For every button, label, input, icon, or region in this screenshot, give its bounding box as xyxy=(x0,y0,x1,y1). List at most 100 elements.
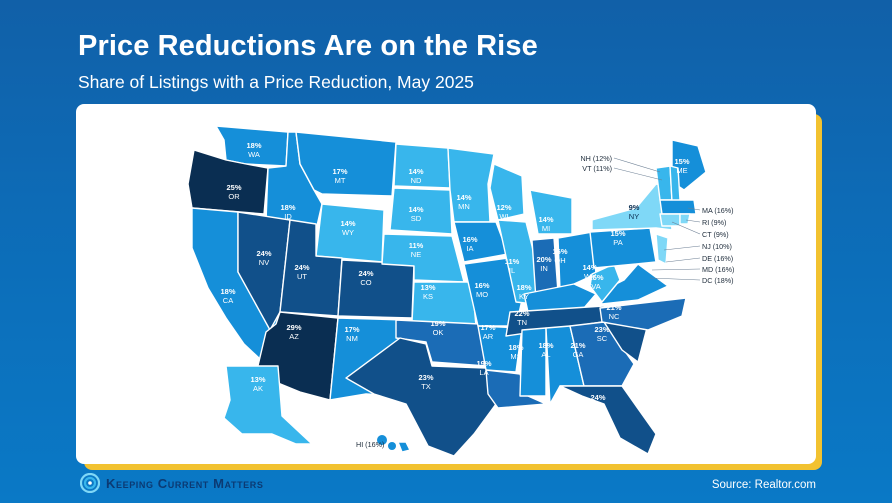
state-value-label-oh: 16% xyxy=(552,247,567,256)
state-ne xyxy=(381,233,465,283)
state-hi-island xyxy=(377,435,387,445)
state-value-label-mt: 17% xyxy=(332,167,347,176)
state-nj xyxy=(655,233,669,265)
state-hi xyxy=(397,441,411,453)
state-ga xyxy=(569,321,635,387)
state-value-label-ga: 21% xyxy=(570,341,585,350)
state-value-label-az: 29% xyxy=(286,323,301,332)
map-card: 18% WA 25% OR 18% CA 18% ID 24% NV 17% MT 14% WY 24% UT… xyxy=(76,104,816,464)
state-value-label-mi: 14% xyxy=(538,215,553,224)
state-value-label-ok: 19% xyxy=(430,319,445,328)
callout-label-ma: MA (16%) xyxy=(702,206,734,215)
state-value-label-nd: 14% xyxy=(408,167,423,176)
callout-label-dc: DC (18%) xyxy=(702,276,734,285)
brand-logo-text: Keeping Current Matters xyxy=(106,475,264,491)
state-value-label-il: 11% xyxy=(505,257,520,266)
state-nd xyxy=(393,143,451,189)
state-nv xyxy=(237,211,291,331)
state-code-label-ny: NY xyxy=(629,212,639,221)
state-oh xyxy=(557,231,597,291)
state-code-label-mi: MI xyxy=(542,224,550,233)
state-hi-island xyxy=(388,442,396,450)
callout-label-ct: CT (9%) xyxy=(702,230,729,239)
state-ak xyxy=(223,365,313,445)
state-value-label-me: 15% xyxy=(674,157,689,166)
callout-leader-nh xyxy=(613,157,661,173)
callout-label-vt: VT (11%) xyxy=(582,164,612,173)
state-code-label-ut: UT xyxy=(297,272,307,281)
state-value-label-id: 18% xyxy=(280,203,295,212)
state-value-label-nv: 24% xyxy=(256,249,271,258)
source-note: Source: Realtor.com xyxy=(711,479,816,491)
state-code-label-co: CO xyxy=(360,278,371,287)
state-tx xyxy=(345,337,497,457)
callout-leader-de xyxy=(665,257,701,263)
state-value-label-ut: 24% xyxy=(294,263,309,272)
state-code-label-in: IN xyxy=(540,264,548,273)
state-code-label-id: ID xyxy=(284,212,292,221)
state-co xyxy=(337,259,415,319)
state-code-label-la: LA xyxy=(479,368,488,377)
state-value-label-in: 20% xyxy=(536,255,551,264)
state-value-label-mo: 16% xyxy=(474,281,489,290)
callout-leader-vt xyxy=(613,167,663,181)
state-code-label-pa: PA xyxy=(613,238,622,247)
callout-leader-md xyxy=(651,268,701,271)
page-title: Price Reductions Are on the Rise xyxy=(78,30,538,62)
state-value-label-ms: 18% xyxy=(508,343,523,352)
state-value-label-wy: 14% xyxy=(340,219,355,228)
callout-label-ri: RI (9%) xyxy=(702,218,726,227)
state-code-label-fl: FL xyxy=(594,402,603,411)
state-code-label-ga: GA xyxy=(573,350,584,359)
state-va xyxy=(595,263,669,305)
state-value-label-ky: 18% xyxy=(516,283,531,292)
state-ma xyxy=(659,199,697,215)
state-nc xyxy=(599,297,687,331)
brand-logo: Keeping Current Matters xyxy=(80,473,263,493)
state-code-label-nv: NV xyxy=(259,258,269,267)
state-value-label-tn: 22% xyxy=(514,309,529,318)
state-code-label-ok: OK xyxy=(433,328,444,337)
state-value-label-al: 18% xyxy=(538,341,553,350)
state-code-label-ia: IA xyxy=(466,244,473,253)
state-code-label-sc: SC xyxy=(597,334,608,343)
kcm-logo-icon xyxy=(80,473,100,493)
callout-leader-ct xyxy=(671,221,701,235)
state-ri xyxy=(679,213,691,225)
state-code-label-ak: AK xyxy=(253,384,263,393)
callout-leader-ma xyxy=(687,207,701,211)
state-value-label-co: 24% xyxy=(358,269,373,278)
state-value-label-ks: 13% xyxy=(420,283,435,292)
state-code-label-ca: CA xyxy=(223,296,233,305)
state-value-label-tx: 23% xyxy=(418,373,433,382)
state-code-label-ks: KS xyxy=(423,292,433,301)
state-code-label-al: AL xyxy=(541,350,550,359)
state-code-label-or: OR xyxy=(228,192,240,201)
state-code-label-il: IL xyxy=(509,266,515,275)
state-or xyxy=(187,149,269,215)
state-value-label-ar: 17% xyxy=(480,323,495,332)
callout-leader-nj xyxy=(663,245,701,251)
state-code-label-sd: SD xyxy=(411,214,422,223)
state-code-label-wa: WA xyxy=(248,150,260,159)
state-code-label-wv: WV xyxy=(584,272,596,281)
state-code-label-ne: NE xyxy=(411,250,421,259)
us-choropleth-map: 18%WA25%OR18%CA18%ID24%NV17%MT14%WY24%UT… xyxy=(187,125,734,457)
state-code-label-va: VA xyxy=(591,282,600,291)
state-code-label-tn: TN xyxy=(517,318,527,327)
state-ky xyxy=(523,283,597,313)
state-value-label-wi: 12% xyxy=(496,203,511,212)
state-value-label-fl: 24% xyxy=(590,393,605,402)
callout-label-md: MD (16%) xyxy=(702,265,734,274)
callout-label-nj: NJ (10%) xyxy=(702,242,732,251)
state-mn xyxy=(447,147,495,223)
state-fl xyxy=(559,385,657,455)
state-value-label-ny: 9% xyxy=(629,203,640,212)
state-code-label-mo: MO xyxy=(476,290,488,299)
state-value-label-mn: 14% xyxy=(456,193,471,202)
callout-label-de: DE (16%) xyxy=(702,254,733,263)
state-sd xyxy=(389,187,453,235)
state-value-label-ne: 11% xyxy=(409,241,424,250)
state-code-label-me: ME xyxy=(676,166,687,175)
callout-leader-dc xyxy=(649,277,701,281)
